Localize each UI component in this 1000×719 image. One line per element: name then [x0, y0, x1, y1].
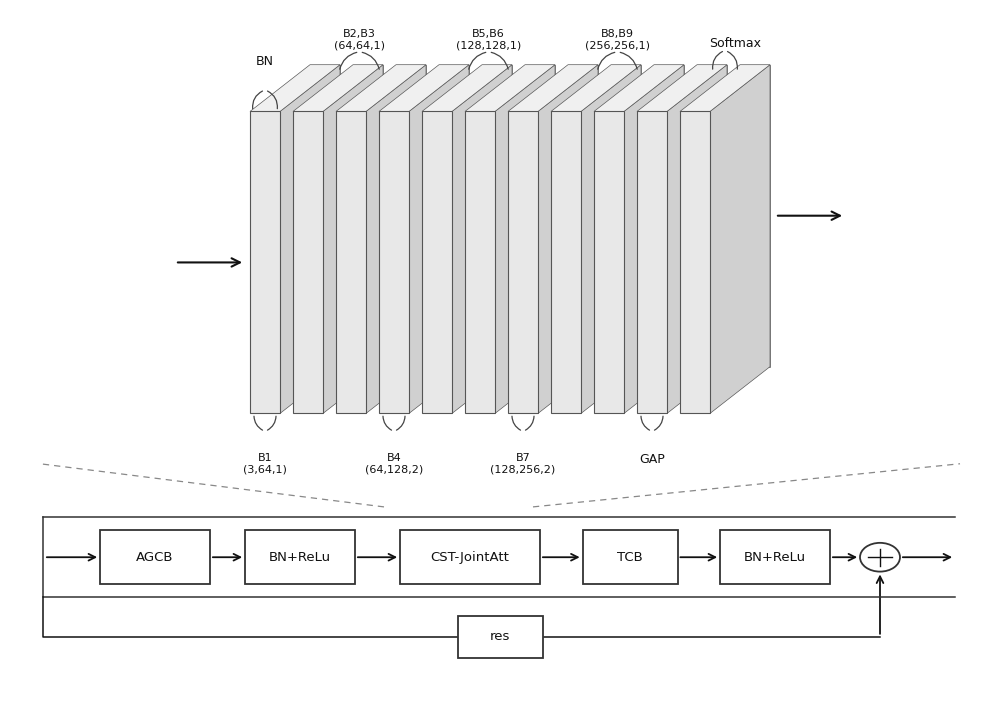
Text: BN+ReLu: BN+ReLu [269, 551, 331, 564]
Polygon shape [551, 111, 581, 413]
Polygon shape [366, 65, 426, 413]
Polygon shape [594, 65, 684, 111]
Polygon shape [654, 65, 684, 367]
Polygon shape [465, 65, 555, 111]
Polygon shape [323, 65, 383, 413]
FancyBboxPatch shape [720, 531, 830, 584]
Text: B8,B9
(256,256,1): B8,B9 (256,256,1) [585, 29, 650, 50]
Text: B2,B3
(64,64,1): B2,B3 (64,64,1) [334, 29, 385, 50]
Polygon shape [293, 111, 323, 413]
Polygon shape [310, 65, 340, 367]
Polygon shape [409, 65, 469, 413]
Text: res: res [490, 630, 510, 644]
Polygon shape [680, 111, 710, 413]
Polygon shape [637, 65, 727, 111]
Polygon shape [439, 65, 469, 367]
Text: B7
(128,256,2): B7 (128,256,2) [490, 453, 556, 475]
Polygon shape [568, 65, 598, 367]
Polygon shape [551, 65, 641, 111]
Polygon shape [508, 111, 538, 413]
FancyBboxPatch shape [100, 531, 210, 584]
FancyBboxPatch shape [582, 531, 678, 584]
Polygon shape [710, 65, 770, 413]
Polygon shape [680, 65, 770, 111]
FancyBboxPatch shape [245, 531, 355, 584]
Text: TCB: TCB [617, 551, 643, 564]
Polygon shape [525, 65, 555, 367]
Polygon shape [422, 65, 512, 111]
FancyBboxPatch shape [400, 531, 540, 584]
Polygon shape [611, 65, 641, 367]
Text: B5,B6
(128,128,1): B5,B6 (128,128,1) [456, 29, 521, 50]
Text: BN: BN [256, 55, 274, 68]
FancyBboxPatch shape [458, 615, 542, 657]
Polygon shape [250, 65, 340, 111]
Polygon shape [353, 65, 383, 367]
Text: Softmax: Softmax [709, 37, 761, 50]
Polygon shape [482, 65, 512, 367]
Polygon shape [740, 65, 770, 367]
Polygon shape [293, 65, 383, 111]
Polygon shape [250, 111, 280, 413]
Polygon shape [594, 111, 624, 413]
Polygon shape [581, 65, 641, 413]
Text: GAP: GAP [639, 453, 665, 466]
Polygon shape [637, 111, 667, 413]
Text: B4
(64,128,2): B4 (64,128,2) [365, 453, 423, 475]
Text: CST-JointAtt: CST-JointAtt [431, 551, 509, 564]
Polygon shape [495, 65, 555, 413]
Polygon shape [538, 65, 598, 413]
Polygon shape [465, 111, 495, 413]
Polygon shape [697, 65, 727, 367]
Polygon shape [379, 111, 409, 413]
Polygon shape [452, 65, 512, 413]
Polygon shape [379, 65, 469, 111]
Text: BN+ReLu: BN+ReLu [744, 551, 806, 564]
Polygon shape [667, 65, 727, 413]
Polygon shape [336, 65, 426, 111]
Polygon shape [280, 65, 340, 413]
Polygon shape [336, 111, 366, 413]
Polygon shape [396, 65, 426, 367]
Polygon shape [422, 111, 452, 413]
Text: B1
(3,64,1): B1 (3,64,1) [243, 453, 287, 475]
Polygon shape [508, 65, 598, 111]
Text: AGCB: AGCB [136, 551, 174, 564]
Polygon shape [624, 65, 684, 413]
